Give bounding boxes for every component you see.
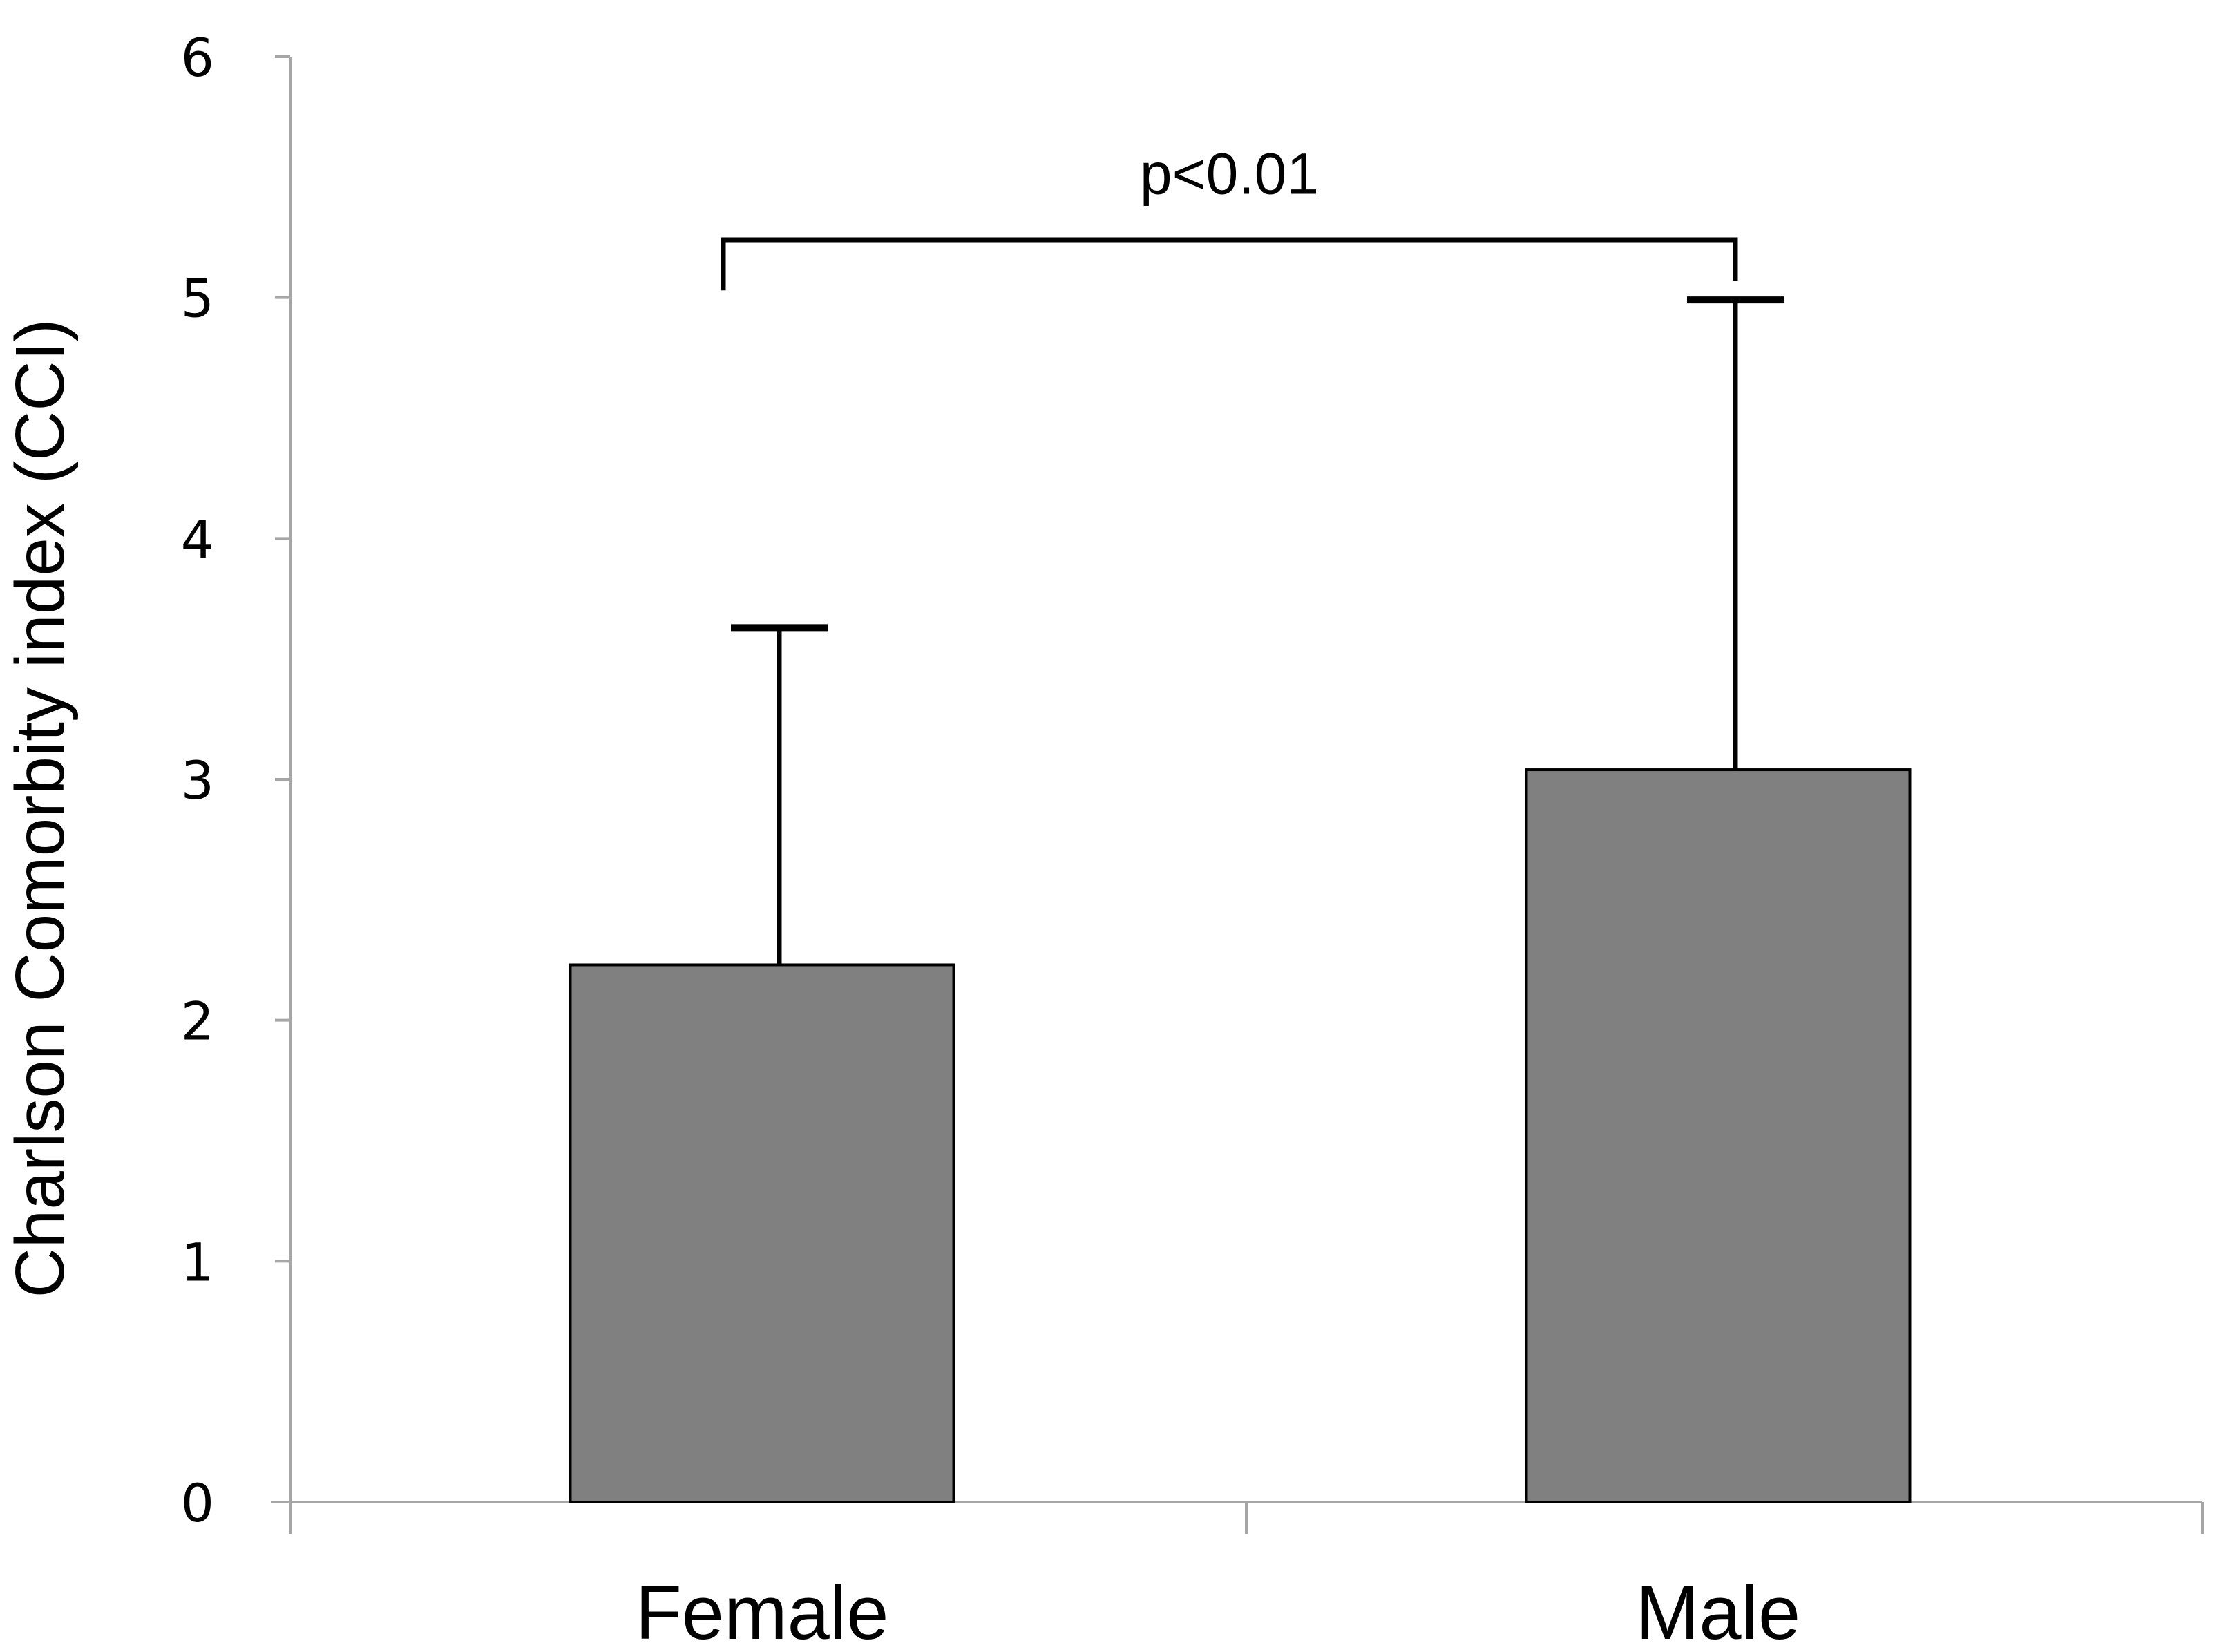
- bar-male: [1525, 768, 1912, 1503]
- y-tick-label: 1: [181, 1231, 214, 1293]
- significance-annotation: p<0.01: [721, 142, 1738, 291]
- significance-bracket: [721, 237, 1738, 291]
- y-tick-label: 2: [181, 991, 214, 1052]
- y-tick-label: 4: [181, 509, 214, 570]
- bar-female: [569, 963, 955, 1504]
- y-tick-label: 3: [181, 750, 214, 811]
- y-tick-label: 6: [181, 27, 214, 88]
- x-axis: Female Male: [271, 1501, 2204, 1652]
- x-category-label-male: Male: [1636, 1570, 1800, 1652]
- y-axis: 0 1 2 3 4 5 6: [181, 27, 292, 1534]
- y-axis-title: Charlson Comorbity index (CCI): [1, 319, 79, 1298]
- y-tick-label: 5: [181, 268, 214, 330]
- x-category-label-female: Female: [636, 1570, 889, 1652]
- error-bars: [731, 296, 1784, 965]
- significance-label: p<0.01: [1140, 142, 1319, 207]
- y-tick-label: 0: [181, 1472, 214, 1534]
- bars: [569, 768, 1912, 1504]
